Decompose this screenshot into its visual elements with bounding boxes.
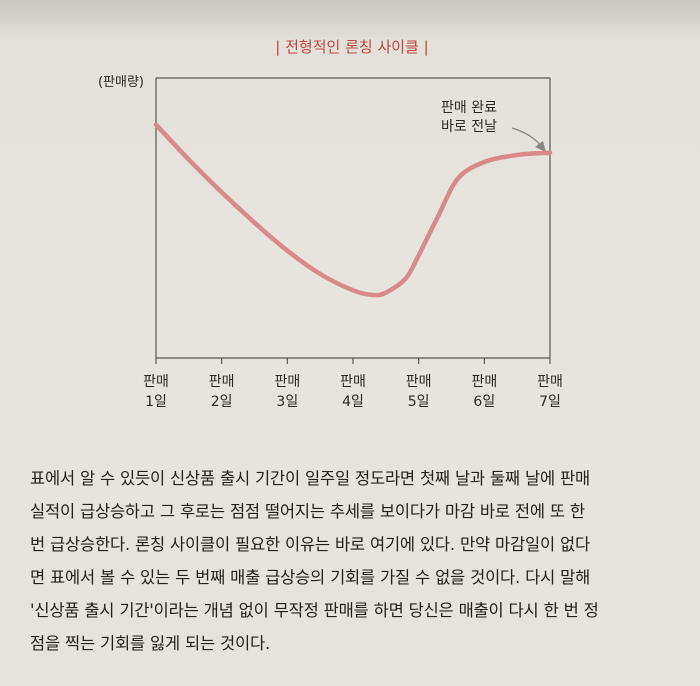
annotation-line-1: 판매 완료 [441,100,497,116]
previous-text-bleed [0,0,700,40]
launch-cycle-chart: | 전형적인 론칭 사이클 | (판매량) 판매1일판매2일판매3일판매4일판매… [98,38,563,410]
chart-title: | 전형적인 론칭 사이클 | [275,38,428,56]
paragraph-line: 면 표에서 볼 수 있는 두 번째 매출 급상승의 기회를 가질 수 없을 것이… [30,568,591,587]
paragraph-line: 번 급상승한다. 론칭 사이클이 필요한 이유는 바로 여기에 있다. 만약 마… [30,535,590,554]
paragraph-line: 실적이 급상승하고 그 후로는 점점 떨어지는 추세를 보이다가 마감 바로 전… [30,502,585,521]
x-tick-label: 6일 [473,394,495,410]
x-tick-label: 판매 [471,374,497,390]
annotation: 판매 완료 바로 전날 [441,100,546,152]
y-axis-label: (판매량) [98,75,144,90]
x-tick-label: 4일 [342,394,364,410]
body-paragraph: 표에서 알 수 있듯이 신상품 출시 기간이 일주일 정도라면 첫째 날과 둘째… [30,462,690,660]
paragraph-line: 표에서 알 수 있듯이 신상품 출시 기간이 일주일 정도라면 첫째 날과 둘째… [30,469,590,488]
x-tick-label: 3일 [276,394,298,410]
x-tick-label: 판매 [406,374,432,390]
x-tick-label: 판매 [209,374,235,390]
annotation-line-2: 바로 전날 [441,119,497,135]
x-tick-label: 판매 [340,374,366,390]
x-ticks: 판매 1일 판매 2일 판매 3일 판매 4일 판매 5일 판매 6일 판매 7일 [143,358,563,410]
x-tick-label: 7일 [539,394,561,410]
x-tick-label: 1일 [145,394,167,410]
x-tick-label: 5일 [408,394,430,410]
paragraph-line: '신상품 출시 기간'이라는 개념 없이 무작정 판매를 하면 당신은 매출이 … [30,601,599,620]
x-tick-label: 판매 [274,374,300,390]
x-tick-label: 판매 [143,374,169,390]
annotation-arrowhead-icon [535,141,546,152]
annotation-arrow [511,127,543,148]
x-tick-label: 2일 [211,394,233,410]
sales-series-line [153,122,553,298]
x-tick-label: 판매 [537,374,563,390]
paragraph-line: 점을 찍는 기회를 잃게 되는 것이다. [30,634,270,653]
